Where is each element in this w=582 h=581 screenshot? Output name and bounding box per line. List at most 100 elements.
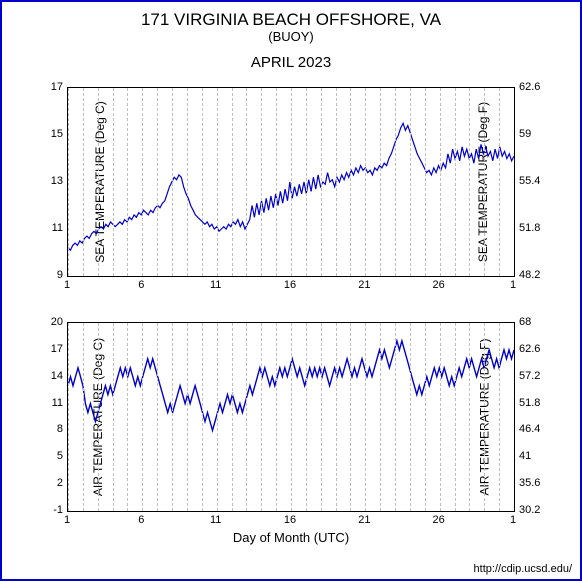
gridline xyxy=(291,323,292,511)
gridline xyxy=(98,323,99,511)
air-temp-plot xyxy=(67,322,515,512)
gridline xyxy=(440,323,441,511)
gridline xyxy=(455,323,456,511)
gridline xyxy=(350,323,351,511)
xtick: 16 xyxy=(284,277,296,291)
xtick: 1 xyxy=(510,277,516,291)
gridline xyxy=(365,323,366,511)
gridline xyxy=(113,323,114,511)
ytick-left: 14 xyxy=(51,370,67,382)
ytick-left: 17 xyxy=(51,343,67,355)
gridline xyxy=(469,323,470,511)
ytick-right: 35.6 xyxy=(515,477,540,489)
gridline xyxy=(172,323,173,511)
gridline xyxy=(484,323,485,511)
xtick: 26 xyxy=(433,512,445,526)
gridline xyxy=(98,88,99,276)
sea-temp-plot xyxy=(67,87,515,277)
gridline xyxy=(83,323,84,511)
ytick-right: 68 xyxy=(515,316,531,328)
gridline xyxy=(157,88,158,276)
gridline xyxy=(261,323,262,511)
gridline xyxy=(232,323,233,511)
gridline xyxy=(395,323,396,511)
gridline xyxy=(469,88,470,276)
ytick-right: 46.4 xyxy=(515,423,540,435)
xtick: 6 xyxy=(138,512,144,526)
gridline xyxy=(187,323,188,511)
gridline xyxy=(380,88,381,276)
gridline xyxy=(202,323,203,511)
gridline xyxy=(499,323,500,511)
gridline xyxy=(246,323,247,511)
gridline xyxy=(202,88,203,276)
gridline xyxy=(142,323,143,511)
xtick: 6 xyxy=(138,277,144,291)
gridline xyxy=(261,88,262,276)
gridline xyxy=(455,88,456,276)
gridline xyxy=(395,88,396,276)
gridline xyxy=(172,88,173,276)
xtick: 1 xyxy=(64,277,70,291)
gridline xyxy=(68,323,69,511)
gridline xyxy=(127,323,128,511)
gridline xyxy=(410,88,411,276)
sea-temp-chart: SEA TEMPERATURE (Deg C) SEA TEMPERATURE … xyxy=(67,87,515,277)
subtitle: (BUOY) xyxy=(2,30,580,45)
gridline xyxy=(499,88,500,276)
main-title: 171 VIRGINIA BEACH OFFSHORE, VA xyxy=(2,10,580,30)
gridline xyxy=(306,323,307,511)
gridline xyxy=(217,323,218,511)
x-axis-label: Day of Month (UTC) xyxy=(2,530,580,545)
gridline xyxy=(410,323,411,511)
gridline xyxy=(350,88,351,276)
gridline xyxy=(321,323,322,511)
gridline xyxy=(425,88,426,276)
ytick-right: 55.4 xyxy=(515,175,540,187)
ytick-right: 41 xyxy=(515,450,531,462)
ytick-right: 51.8 xyxy=(515,397,540,409)
xtick: 1 xyxy=(510,512,516,526)
gridline xyxy=(484,88,485,276)
gridline xyxy=(187,88,188,276)
gridline xyxy=(246,88,247,276)
charts-area: SEA TEMPERATURE (Deg C) SEA TEMPERATURE … xyxy=(2,52,580,554)
gridline xyxy=(157,323,158,511)
ytick-left: 17 xyxy=(51,81,67,93)
credit-url: http://cdip.ucsd.edu/ xyxy=(474,563,572,575)
ytick-right: 62.6 xyxy=(515,81,540,93)
ytick-left: 5 xyxy=(57,450,67,462)
gridline xyxy=(321,88,322,276)
gridline xyxy=(113,88,114,276)
gridline xyxy=(127,88,128,276)
xtick: 1 xyxy=(64,512,70,526)
xtick: 21 xyxy=(358,277,370,291)
ytick-left: 11 xyxy=(52,397,67,409)
ytick-left: 8 xyxy=(57,423,67,435)
ytick-right: 62.6 xyxy=(515,343,540,355)
xtick: 11 xyxy=(210,277,221,291)
air-temp-chart: AIR TEMPERATURE (Deg C) AIR TEMPERATURE … xyxy=(67,322,515,512)
gridline xyxy=(365,88,366,276)
gridline xyxy=(142,88,143,276)
ytick-right: 48.2 xyxy=(515,269,540,281)
xtick: 26 xyxy=(433,277,445,291)
ytick-right: 57.2 xyxy=(515,370,540,382)
xtick: 11 xyxy=(210,512,221,526)
gridline xyxy=(83,88,84,276)
ytick-left: 20 xyxy=(51,316,67,328)
gridline xyxy=(440,88,441,276)
gridline xyxy=(425,323,426,511)
gridline xyxy=(306,88,307,276)
gridline xyxy=(232,88,233,276)
gridline xyxy=(336,323,337,511)
xtick: 16 xyxy=(284,512,296,526)
ytick-left: 13 xyxy=(51,175,67,187)
ytick-right: 51.8 xyxy=(515,222,540,234)
ytick-left: 15 xyxy=(51,128,67,140)
gridline xyxy=(291,88,292,276)
ytick-right: 30.2 xyxy=(515,504,540,516)
gridline xyxy=(276,323,277,511)
gridline xyxy=(336,88,337,276)
chart-container: 171 VIRGINIA BEACH OFFSHORE, VA (BUOY) A… xyxy=(0,0,582,581)
